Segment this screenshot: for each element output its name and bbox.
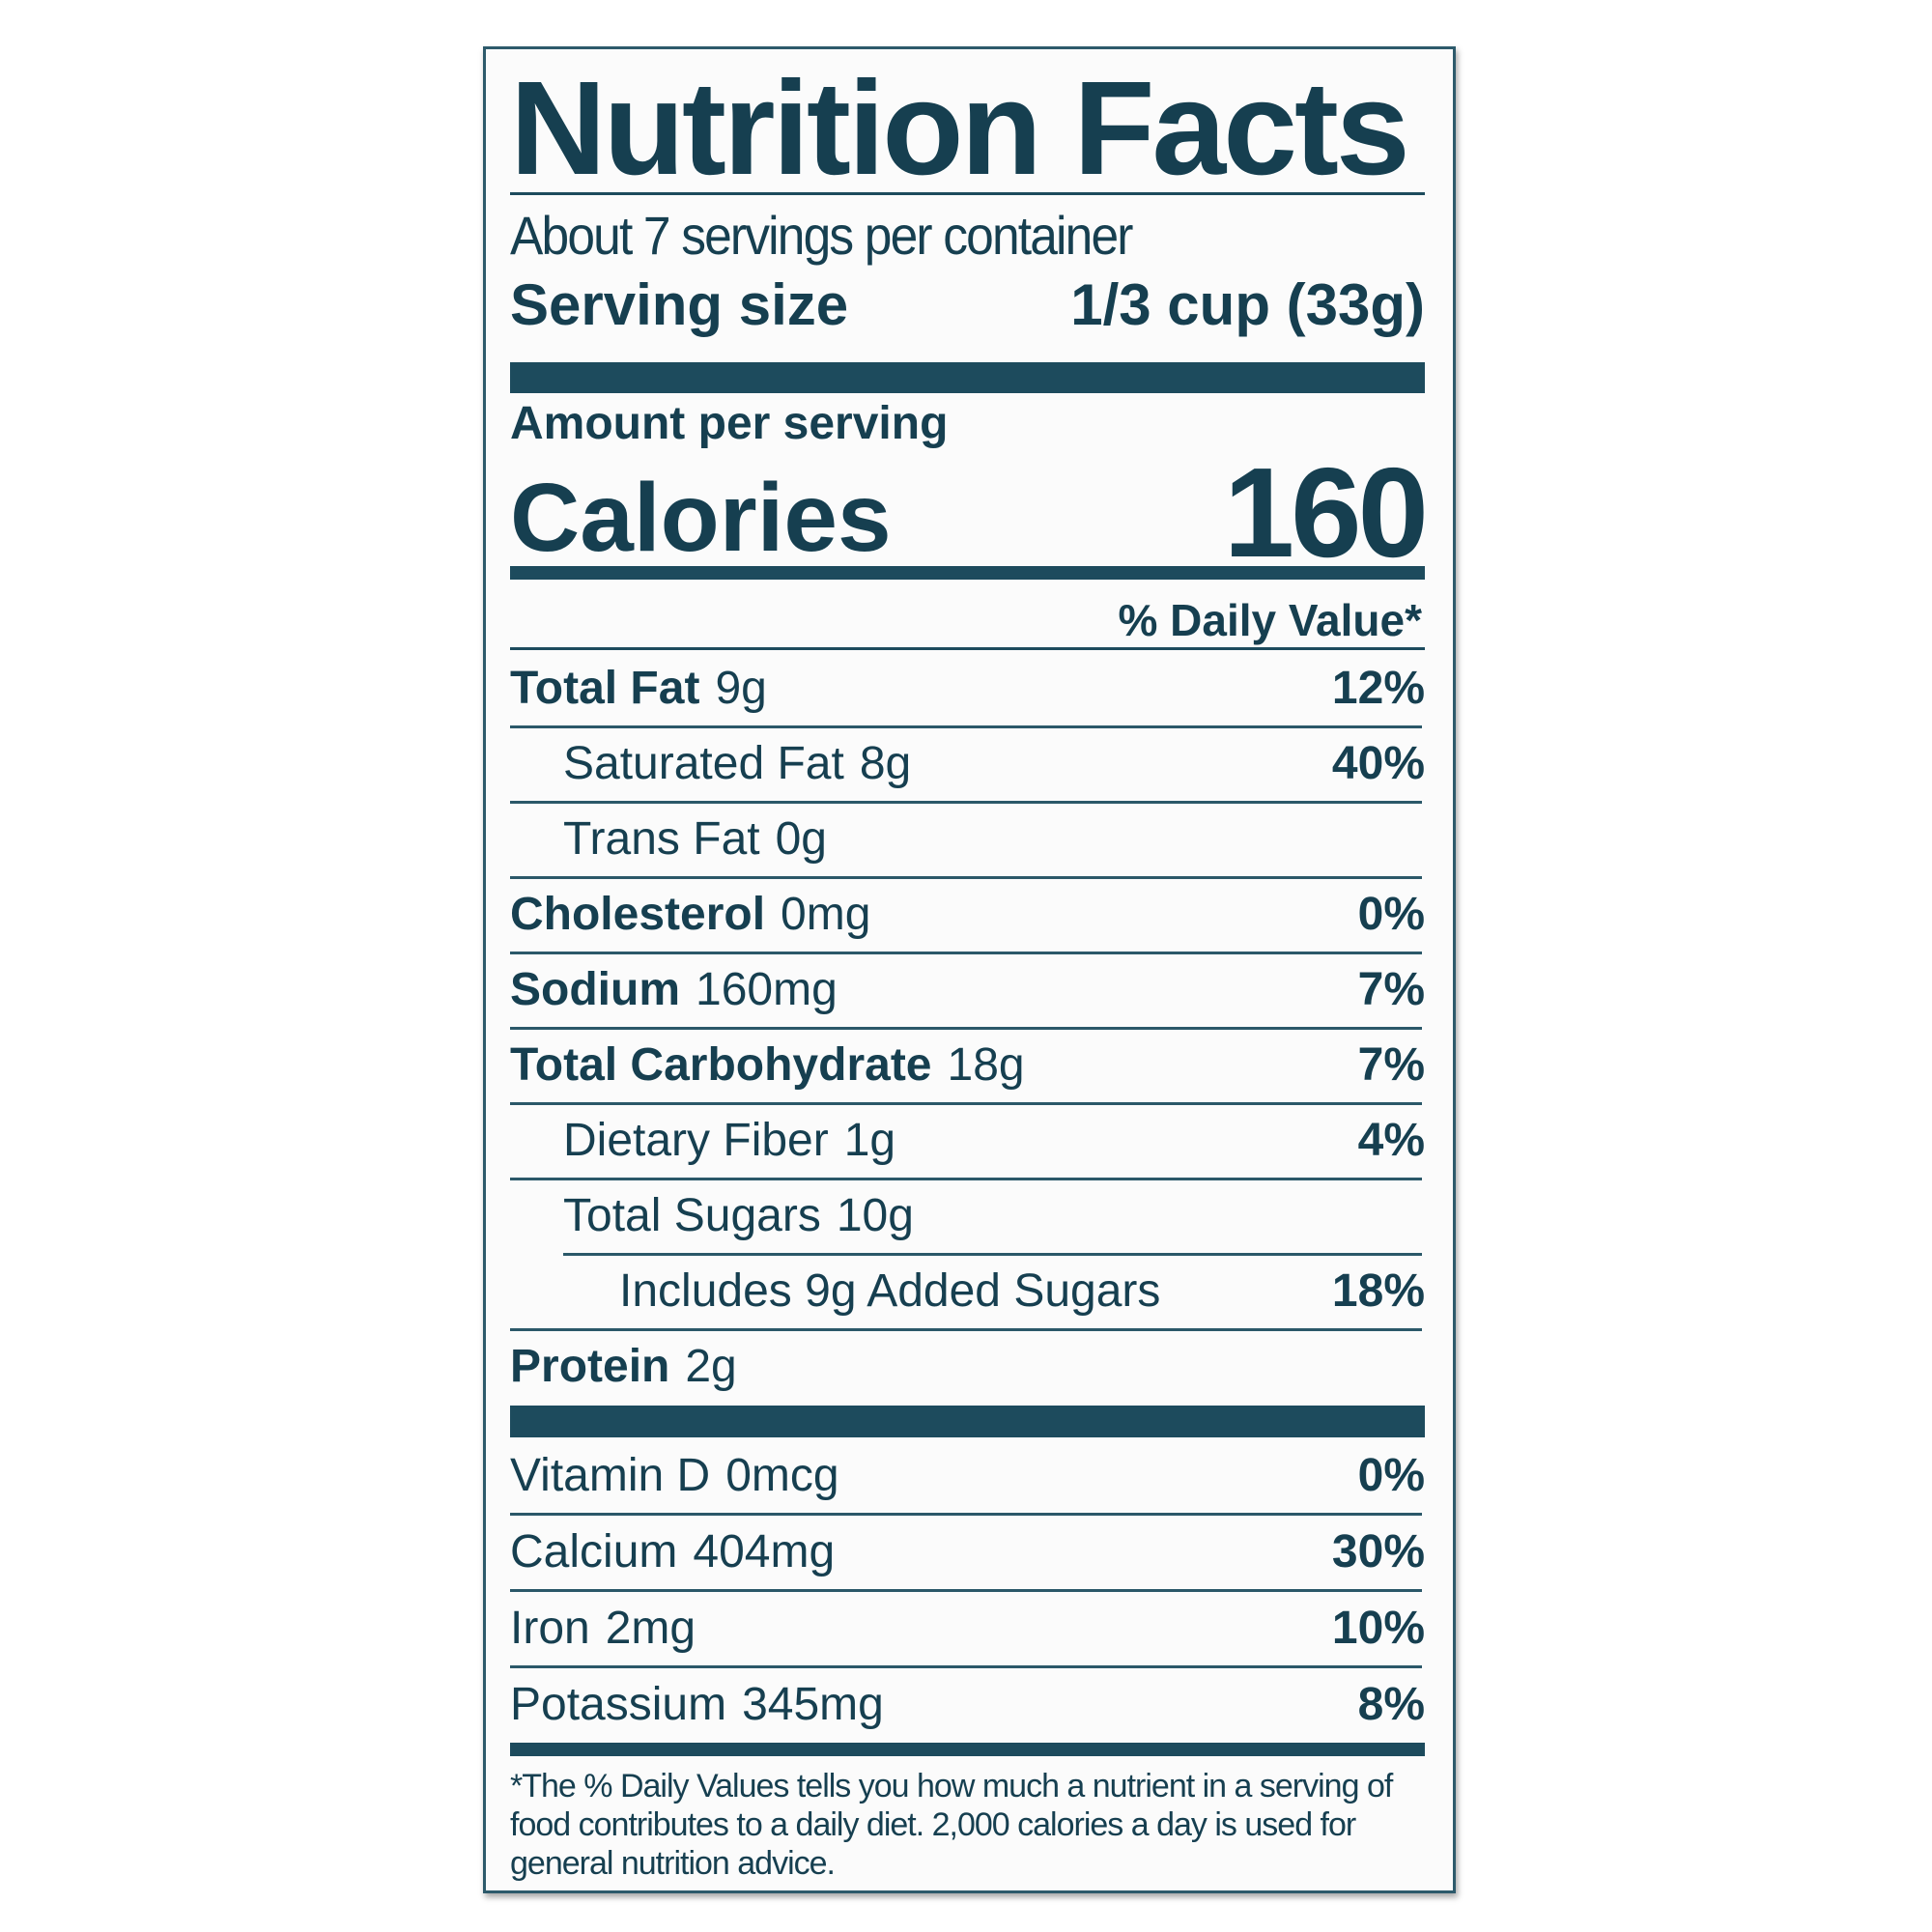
nutrient-row: Potassium 345mg 8% <box>510 1666 1425 1742</box>
thick-divider <box>510 362 1425 393</box>
amount-per-serving: Amount per serving <box>510 398 949 449</box>
serving-size: Serving size 1/3 cup (33g) <box>510 271 1425 338</box>
nutrient-row: Sodium 160mg 7% <box>510 952 1425 1027</box>
nutrient-name: Protein <box>510 1340 670 1392</box>
nutrient-name-group: Includes 9g Added Sugars <box>510 1264 1160 1318</box>
nutrient-row: Total Carbohydrate 18g 7% <box>510 1027 1425 1102</box>
nutrient-name: Includes 9g Added Sugars <box>619 1264 1161 1317</box>
daily-value-percent: 10% <box>1331 1602 1425 1654</box>
row-divider <box>510 1589 1422 1592</box>
daily-value-percent: 18% <box>1331 1264 1425 1317</box>
nutrient-row: Calcium 404mg 30% <box>510 1514 1425 1589</box>
divider <box>510 192 1425 195</box>
nutrient-amount: 1g <box>843 1114 896 1166</box>
nutrient-name-group: Calcium 404mg <box>510 1525 835 1578</box>
row-divider <box>510 1102 1422 1105</box>
nutrient-name-group: Saturated Fat 8g <box>510 737 911 790</box>
calories-value: 160 <box>1223 441 1429 583</box>
nutrient-amount: 404mg <box>693 1525 836 1577</box>
nutrient-name-group: Total Sugars 10g <box>510 1189 914 1242</box>
nutrient-name: Vitamin D <box>510 1449 711 1501</box>
nutrient-name-group: Vitamin D 0mcg <box>510 1449 839 1502</box>
calories-row: Calories 160 <box>510 441 1429 583</box>
daily-value-percent: 30% <box>1331 1525 1425 1577</box>
label-title: Nutrition Facts <box>510 54 1410 203</box>
row-divider <box>510 1178 1422 1180</box>
nutrient-amount: 0mg <box>781 888 871 940</box>
nutrient-name: Potassium <box>510 1678 727 1730</box>
daily-value-percent: 7% <box>1357 963 1425 1015</box>
nutrient-row: Saturated Fat 8g 40% <box>510 725 1425 801</box>
nutrient-amount: 10g <box>836 1189 914 1241</box>
row-divider <box>563 1253 1422 1256</box>
nutrient-amount: 160mg <box>696 963 838 1015</box>
nutrient-name-group: Sodium 160mg <box>510 963 838 1016</box>
servings-per-container: About 7 servings per container <box>510 205 1133 266</box>
nutrient-name-group: Total Fat 9g <box>510 662 767 715</box>
nutrient-name: Sodium <box>510 963 680 1015</box>
nutrient-name-group: Dietary Fiber 1g <box>510 1114 895 1167</box>
nutrient-name: Total Carbohydrate <box>510 1038 932 1091</box>
nutrient-row: Dietary Fiber 1g 4% <box>510 1102 1425 1178</box>
nutrient-name: Dietary Fiber <box>563 1114 829 1166</box>
nutrient-amount: 2g <box>685 1340 737 1392</box>
daily-value-percent: 12% <box>1331 662 1425 714</box>
calories-label: Calories <box>510 464 892 572</box>
nutrient-name: Calcium <box>510 1525 678 1577</box>
nutrient-name: Trans Fat <box>563 812 760 865</box>
nutrient-row: Protein 2g <box>510 1328 1425 1404</box>
nutrient-name-group: Potassium 345mg <box>510 1678 884 1731</box>
row-divider <box>510 801 1422 804</box>
nutrient-name-group: Total Carbohydrate 18g <box>510 1038 1025 1092</box>
daily-value-percent: 8% <box>1357 1678 1425 1730</box>
daily-value-percent: 0% <box>1357 1449 1425 1501</box>
nutrient-amount: 8g <box>859 737 912 789</box>
nutrient-name-group: Protein 2g <box>510 1340 737 1393</box>
medium-divider <box>510 1743 1425 1756</box>
daily-value-percent: 40% <box>1331 737 1425 789</box>
nutrient-amount: 0g <box>775 812 827 865</box>
nutrient-name: Total Sugars <box>563 1189 821 1241</box>
row-divider <box>510 876 1422 879</box>
footnote: *The % Daily Values tells you how much a… <box>510 1768 1393 1882</box>
nutrient-name: Iron <box>510 1602 590 1654</box>
nutrient-name-group: Cholesterol 0mg <box>510 888 870 941</box>
daily-value-percent: 0% <box>1357 888 1425 940</box>
row-divider <box>510 1027 1422 1030</box>
nutrient-name-group: Iron 2mg <box>510 1602 696 1655</box>
serving-size-value: 1/3 cup (33g) <box>1070 272 1425 337</box>
nutrient-amount: 2mg <box>605 1602 696 1654</box>
nutrient-amount: 0mcg <box>725 1449 839 1501</box>
nutrition-facts-label: Nutrition Facts About 7 servings per con… <box>483 46 1456 1893</box>
nutrient-row: Iron 2mg 10% <box>510 1590 1425 1665</box>
row-divider <box>510 725 1422 728</box>
nutrient-row: Vitamin D 0mcg 0% <box>510 1437 1425 1513</box>
medium-divider <box>510 566 1425 580</box>
thick-divider <box>510 1406 1425 1437</box>
row-divider <box>510 952 1422 954</box>
nutrient-name: Cholesterol <box>510 888 766 940</box>
nutrient-row: Includes 9g Added Sugars 18% <box>510 1253 1425 1328</box>
nutrient-name-group: Trans Fat 0g <box>510 812 827 866</box>
nutrient-amount: 345mg <box>742 1678 884 1730</box>
nutrient-name: Saturated Fat <box>563 737 844 789</box>
nutrient-name: Total Fat <box>510 662 700 714</box>
daily-value-percent: 7% <box>1357 1038 1425 1091</box>
row-divider <box>510 1665 1422 1668</box>
nutrient-amount: 18g <box>947 1038 1025 1091</box>
daily-value-header: % Daily Value* <box>1118 595 1423 645</box>
serving-size-label: Serving size <box>510 272 849 337</box>
nutrient-row: Total Sugars 10g <box>510 1178 1425 1253</box>
nutrient-row: Trans Fat 0g <box>510 801 1425 876</box>
nutrient-row: Cholesterol 0mg 0% <box>510 876 1425 952</box>
divider <box>510 647 1425 650</box>
daily-value-percent: 4% <box>1357 1114 1425 1166</box>
nutrient-amount: 9g <box>715 662 767 714</box>
row-divider <box>510 1328 1422 1331</box>
row-divider <box>510 1513 1422 1516</box>
nutrient-row: Total Fat 9g 12% <box>510 650 1425 725</box>
